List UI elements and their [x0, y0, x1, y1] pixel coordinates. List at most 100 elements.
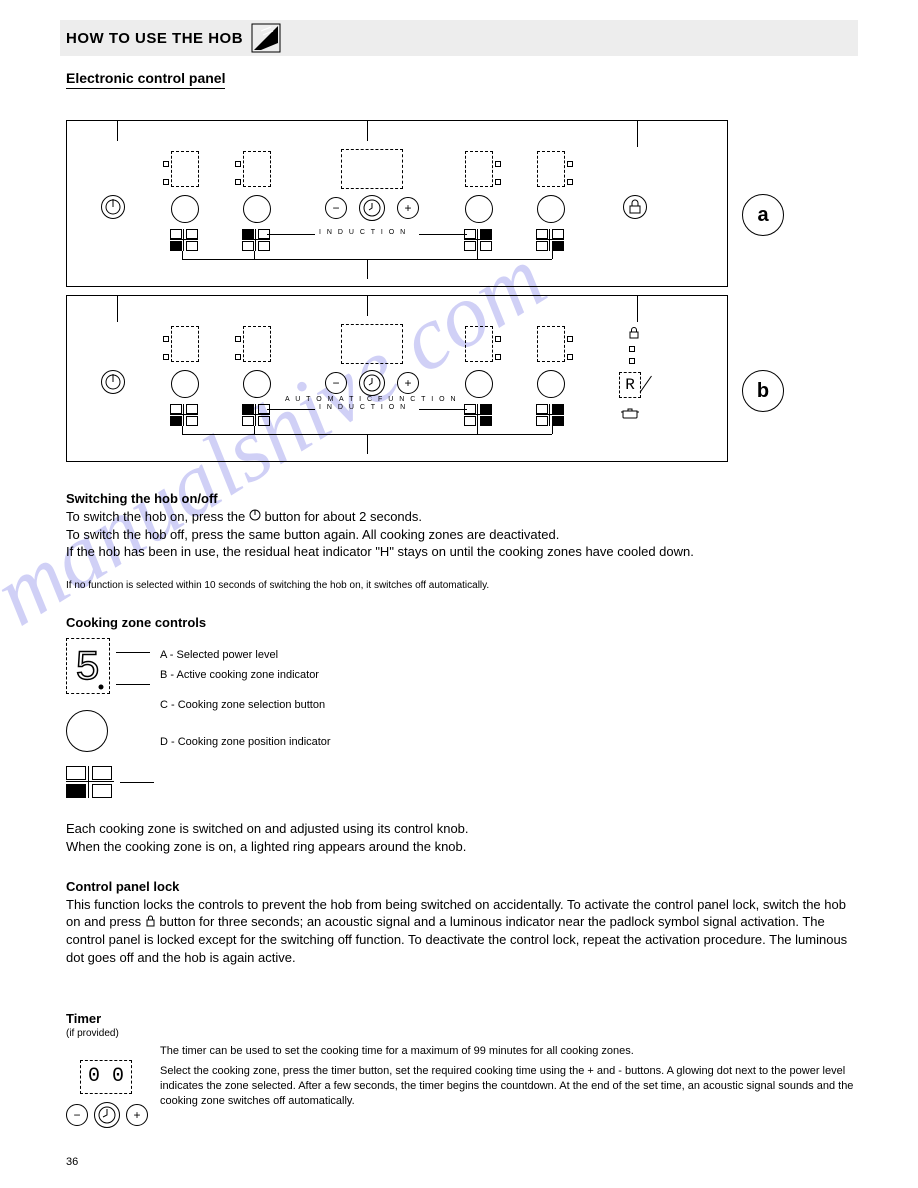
bracket-tick	[552, 251, 553, 259]
bracket-center	[367, 259, 368, 279]
seg-dot	[235, 161, 241, 167]
lock-icon	[627, 326, 641, 340]
seg-dot	[163, 354, 169, 360]
seg-dot	[495, 336, 501, 342]
text: button for about 2 seconds.	[264, 509, 422, 524]
plus-button[interactable]: +	[397, 197, 419, 219]
zone-pos-icon	[170, 229, 198, 251]
power-button-outer[interactable]	[101, 195, 125, 219]
timer-button[interactable]	[359, 195, 385, 221]
bracket-tick	[477, 426, 478, 434]
zone-knob[interactable]	[243, 370, 271, 398]
seg-dot	[567, 179, 573, 185]
label-a: A - Selected power level	[160, 649, 278, 661]
label-induction: I N D U C T I O N	[319, 229, 407, 236]
auto-r-display: R	[619, 372, 641, 398]
rule	[267, 409, 315, 410]
bracket-tick	[182, 426, 183, 434]
zone-pos-icon	[464, 404, 492, 426]
label-b: B - Active cooking zone indicator	[160, 669, 319, 681]
zone-pos-icon	[464, 229, 492, 251]
minus-button[interactable]: −	[325, 197, 347, 219]
seg-value-glyph: 5	[75, 644, 100, 692]
seg-display	[243, 326, 271, 362]
seg-dot	[567, 161, 573, 167]
heading: Control panel lock	[66, 879, 179, 894]
zone-knob[interactable]	[243, 195, 271, 223]
seg-dot	[567, 354, 573, 360]
timer-button[interactable]	[94, 1102, 120, 1128]
subnote: (if provided)	[66, 1028, 856, 1041]
timer-button[interactable]	[359, 370, 385, 396]
seg-display	[171, 326, 199, 362]
power-icon	[249, 508, 261, 526]
seg-display	[171, 151, 199, 187]
plus-button[interactable]: +	[397, 372, 419, 394]
tick	[117, 296, 118, 322]
text: If no function is selected within 10 sec…	[66, 580, 489, 591]
minus-button[interactable]: −	[325, 372, 347, 394]
panel-letter-b: b	[742, 370, 784, 412]
cz-seg-display: 5	[66, 638, 110, 694]
zone-knob[interactable]	[465, 195, 493, 223]
plus-button[interactable]: +	[126, 1104, 148, 1126]
leader-line	[640, 376, 652, 393]
page-number: 36	[66, 1156, 78, 1168]
seg-dot	[163, 336, 169, 342]
seg-display	[243, 151, 271, 187]
text: To switch the hob on, press the	[66, 509, 249, 524]
header-bar: HOW TO USE THE HOB	[60, 20, 858, 56]
seg-dot	[235, 336, 241, 342]
label-automatic: A U T O M A T I C F U N C T I O N	[285, 396, 458, 403]
seg-display	[537, 151, 565, 187]
zone-pos-icon	[170, 404, 198, 426]
lock-icon-inline	[145, 914, 156, 932]
rule	[419, 409, 467, 410]
timer-text-2: Select the cooking zone, press the timer…	[160, 1064, 854, 1109]
seg-dot	[629, 346, 635, 352]
read-icon	[251, 23, 281, 53]
zone-knob[interactable]	[537, 195, 565, 223]
cz-leader	[120, 782, 154, 783]
seg-dot	[567, 336, 573, 342]
zone-knob[interactable]	[465, 370, 493, 398]
seg-dot	[235, 354, 241, 360]
rule	[267, 234, 315, 235]
bracket-center	[367, 434, 368, 454]
seg-dot	[495, 354, 501, 360]
zone-knob[interactable]	[171, 370, 199, 398]
text: button for three seconds; an acoustic si…	[66, 914, 847, 965]
lock-button[interactable]	[623, 195, 647, 219]
panel-diagram-b: − + R A U T O M A T I C F U N C T I O N …	[66, 295, 728, 462]
seg-display	[465, 326, 493, 362]
panel-letter-a: a	[742, 194, 784, 236]
header-title: HOW TO USE THE HOB	[66, 30, 243, 47]
zone-pos-icon	[536, 229, 564, 251]
bracket-tick	[552, 426, 553, 434]
zone-pos-icon	[242, 229, 270, 251]
label-d: D - Cooking zone position indicator	[160, 733, 331, 753]
minus-button[interactable]: −	[66, 1104, 88, 1126]
panel-diagram-a: − + I N D U C T I O N	[66, 120, 728, 287]
zone-pos-icon	[536, 404, 564, 426]
label-induction-b: I N D U C T I O N	[319, 404, 407, 411]
zone-pos-icon	[242, 404, 270, 426]
timer-seg-display: 0 0	[80, 1060, 132, 1094]
text: Each cooking zone is switched on and adj…	[66, 821, 469, 836]
text: To switch the hob off, press the same bu…	[66, 527, 559, 542]
text: The timer can be used to set the cooking…	[160, 1045, 634, 1057]
seg-dot	[629, 358, 635, 364]
seg-dot	[495, 179, 501, 185]
label-c: C - Cooking zone selection button	[160, 696, 325, 716]
bracket-tick	[477, 251, 478, 259]
cz-knob[interactable]	[66, 710, 108, 752]
zone-knob[interactable]	[171, 195, 199, 223]
seg-dot	[163, 179, 169, 185]
cz-heading-row: Cooking zone controls	[66, 614, 846, 632]
seg-display	[465, 151, 493, 187]
lock-section: Control panel lock This function locks t…	[66, 878, 856, 967]
pot-icon	[621, 406, 639, 420]
seg-dot	[235, 179, 241, 185]
zone-knob[interactable]	[537, 370, 565, 398]
power-button-outer[interactable]	[101, 370, 125, 394]
